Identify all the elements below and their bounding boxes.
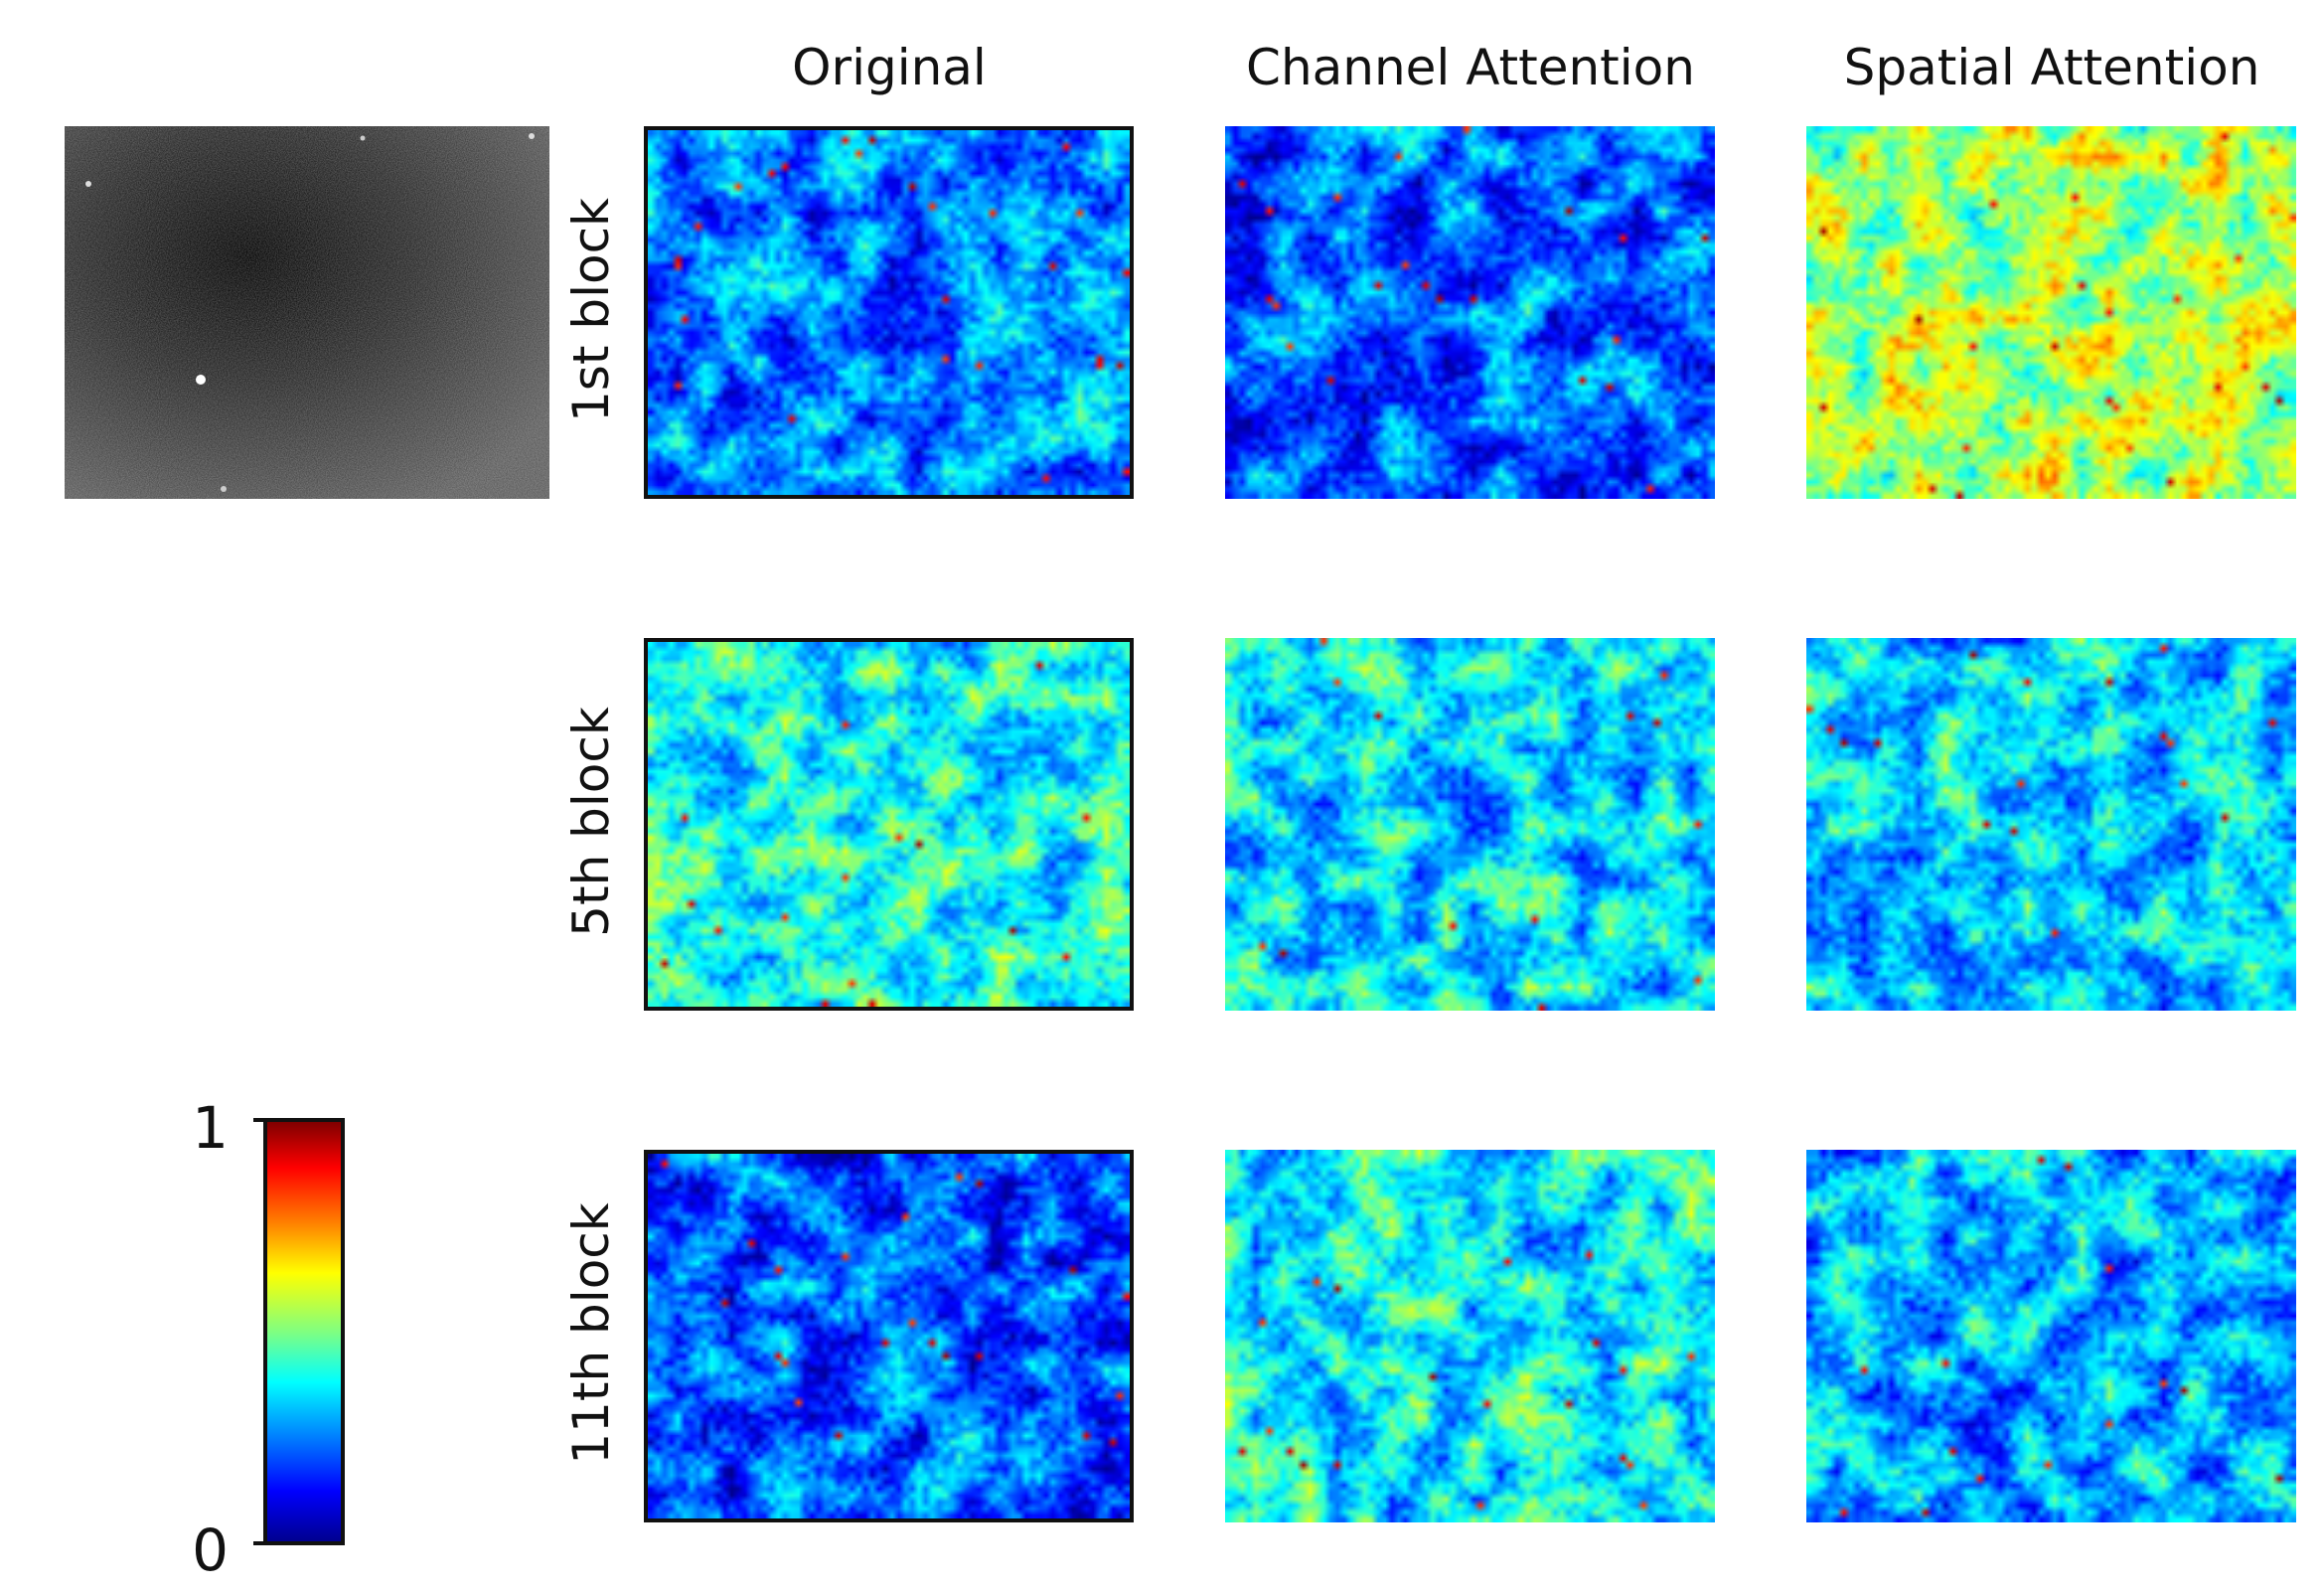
column-title-channel-attention: Channel Attention <box>1246 39 1695 96</box>
column-title-original: Original <box>792 39 987 96</box>
heatmap-5th-block-original <box>644 638 1134 1011</box>
input-image <box>65 126 549 499</box>
colorbar-tick-max <box>253 1118 267 1122</box>
heatmap-1st-block-original <box>644 126 1134 499</box>
row-label-11th-block: 11th block <box>562 1202 620 1465</box>
colorbar <box>263 1118 345 1545</box>
row-label-5th-block: 5th block <box>562 707 620 937</box>
heatmap-1st-block-spatial-attention <box>1806 126 2296 499</box>
colorbar-min-label: 0 <box>192 1516 229 1584</box>
heatmap-5th-block-channel-attention <box>1225 638 1715 1011</box>
colorbar-max-label: 1 <box>192 1094 229 1162</box>
heatmap-1st-block-channel-attention <box>1225 126 1715 499</box>
heatmap-11th-block-spatial-attention <box>1806 1150 2296 1522</box>
colorbar-tick-min <box>253 1541 267 1545</box>
column-title-spatial-attention: Spatial Attention <box>1843 39 2260 96</box>
row-label-1st-block: 1st block <box>562 197 620 423</box>
heatmap-11th-block-channel-attention <box>1225 1150 1715 1522</box>
heatmap-5th-block-spatial-attention <box>1806 638 2296 1011</box>
heatmap-11th-block-original <box>644 1150 1134 1522</box>
